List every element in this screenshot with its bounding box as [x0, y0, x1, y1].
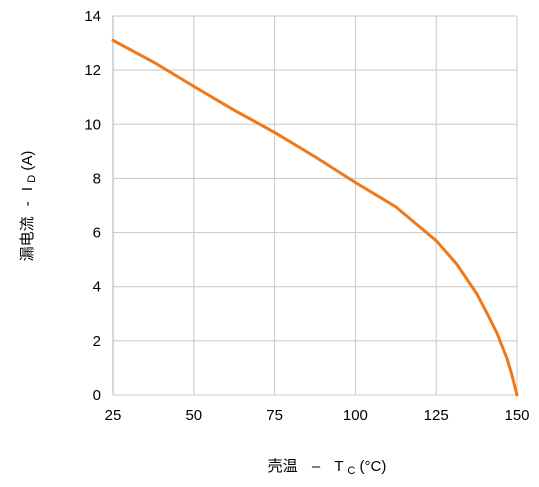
x-tick-label-4: 125: [424, 407, 449, 424]
y-tick-label-1: 2: [93, 333, 101, 350]
y-tick-label-0: 0: [93, 387, 101, 404]
y-axis-title-symbol: I: [19, 187, 36, 191]
grid: [112, 15, 518, 396]
y-tick-label-4: 8: [93, 170, 101, 187]
y-axis-title-subscript: D: [26, 175, 38, 183]
series-layer: [111, 38, 519, 397]
x-tick-label-1: 50: [185, 407, 202, 424]
y-tick-label-6: 12: [84, 62, 101, 79]
x-axis-title-symbol: T: [334, 458, 343, 475]
y-tick-label-7: 14: [84, 8, 101, 25]
x-axis-title-unit: (°C): [360, 458, 387, 475]
y-axis-title-dash: -: [19, 201, 36, 206]
series-line-0: [111, 38, 519, 397]
x-tick-label-3: 100: [343, 407, 368, 424]
x-tick-label-0: 25: [105, 407, 122, 424]
y-tick-label-5: 10: [84, 116, 101, 133]
y-axis-title-text: 漏电流: [19, 216, 36, 261]
y-axis-title: 漏电流 - I D (A): [19, 151, 39, 262]
x-axis-title-dash: –: [312, 458, 321, 475]
x-tick-labels: 25 50 75 100 125 150: [105, 407, 530, 424]
y-tick-labels: 0 2 4 6 8 10 12 14: [84, 8, 101, 404]
y-axis-title-unit: (A): [19, 151, 36, 171]
y-tick-label-3: 6: [93, 225, 101, 242]
x-axis-title: 壳温 – T C (°C): [268, 458, 387, 478]
x-axis-title-subscript: C: [347, 465, 355, 477]
y-tick-label-2: 4: [93, 279, 101, 296]
x-axis-title-text: 壳温: [268, 458, 298, 475]
x-tick-label-2: 75: [266, 407, 283, 424]
x-tick-label-5: 150: [504, 407, 529, 424]
